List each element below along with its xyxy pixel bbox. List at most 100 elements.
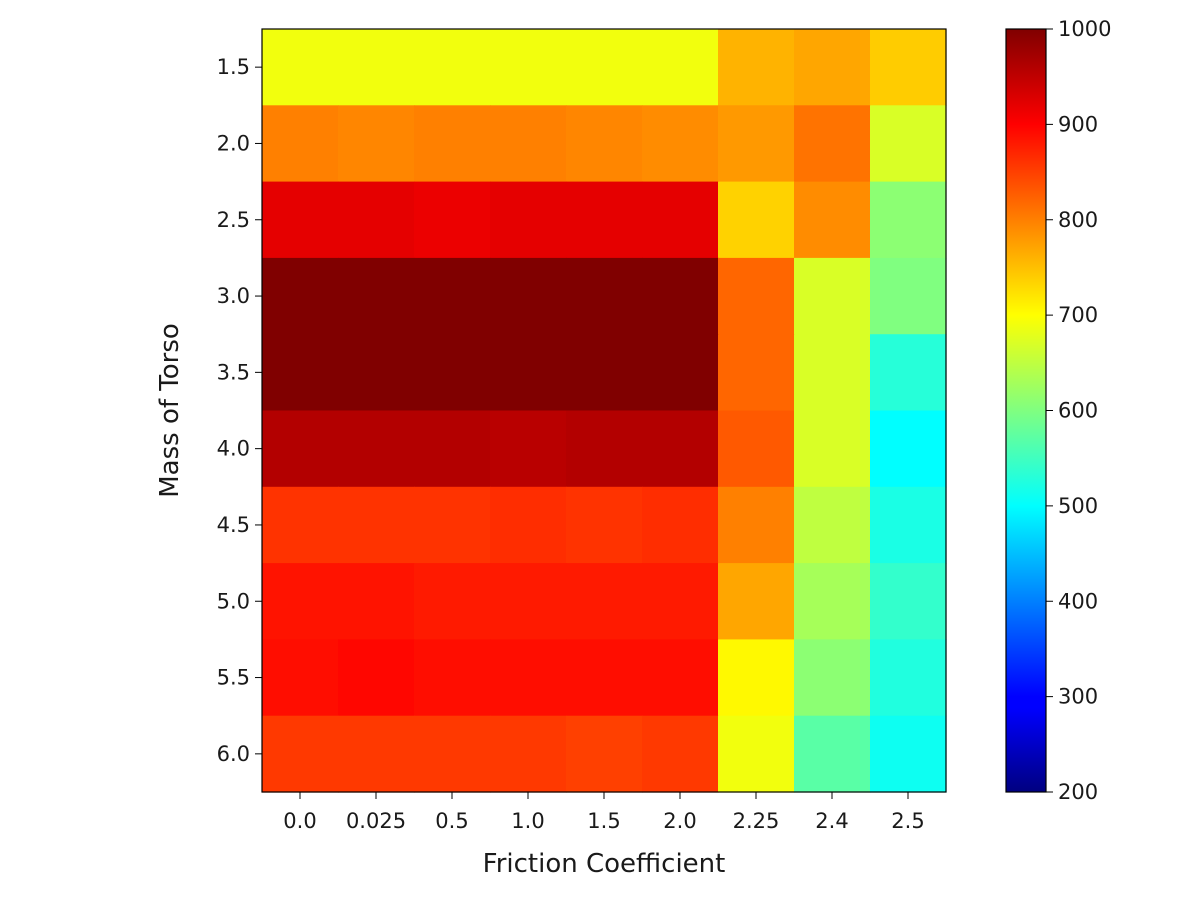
heatmap-cell <box>262 257 339 335</box>
heatmap-cell <box>566 105 643 183</box>
heatmap-cell <box>794 257 871 335</box>
colorbar-tick-label: 1000 <box>1058 17 1111 41</box>
heatmap-cell <box>414 334 491 412</box>
heatmap-cell <box>566 639 643 717</box>
x-axis-label: Friction Coefficient <box>483 849 726 879</box>
heatmap-cell <box>870 639 947 717</box>
heatmap-cell <box>566 410 643 488</box>
heatmap-cell <box>490 563 567 640</box>
heatmap-cell <box>414 105 491 183</box>
heatmap-cell <box>490 715 567 793</box>
heatmap-cell <box>718 105 795 183</box>
heatmap-cell <box>870 334 947 412</box>
heatmap-cell <box>338 105 415 183</box>
heatmap-cell <box>794 29 871 106</box>
heatmap-cell <box>414 410 491 488</box>
x-tick-label: 2.25 <box>733 809 780 833</box>
heatmap-cell <box>262 334 339 412</box>
heatmap-cell <box>870 563 947 640</box>
heatmap-cell <box>870 29 947 106</box>
heatmap-cell <box>262 639 339 717</box>
heatmap-cell <box>490 181 567 259</box>
colorbar-tick-label: 900 <box>1058 112 1098 136</box>
colorbar-tick-label: 600 <box>1058 399 1098 423</box>
colorbar-tick-label: 800 <box>1058 208 1098 232</box>
heatmap-cell <box>718 639 795 717</box>
heatmap-cell <box>794 105 871 183</box>
heatmap-cell <box>262 486 339 564</box>
heatmap-cell <box>262 29 339 106</box>
heatmap-cell <box>870 410 947 488</box>
heatmap-cell <box>262 181 339 259</box>
heatmap-cell <box>490 410 567 488</box>
heatmap-cell <box>338 334 415 412</box>
heatmap-cell <box>566 486 643 564</box>
heatmap-cell <box>642 639 719 717</box>
heatmap-cell <box>490 486 567 564</box>
heatmap-cell <box>338 410 415 488</box>
heatmap-cell <box>794 334 871 412</box>
heatmap-cell <box>414 181 491 259</box>
y-tick-label: 3.0 <box>217 284 250 308</box>
heatmap-cell <box>490 105 567 183</box>
colorbar-tick-label: 400 <box>1058 589 1098 613</box>
heatmap-cell <box>870 486 947 564</box>
heatmap-cell <box>794 486 871 564</box>
heatmap-cell <box>642 486 719 564</box>
heatmap-cell <box>718 181 795 259</box>
heatmap-cell <box>490 639 567 717</box>
heatmap-cells <box>262 29 947 793</box>
heatmap-cell <box>414 715 491 793</box>
heatmap-cell <box>414 486 491 564</box>
y-tick-label: 2.5 <box>217 208 250 232</box>
heatmap-cell <box>642 29 719 106</box>
heatmap-cell <box>338 639 415 717</box>
heatmap-cell <box>338 181 415 259</box>
heatmap-cell <box>642 715 719 793</box>
heatmap-cell <box>794 181 871 259</box>
heatmap-cell <box>794 639 871 717</box>
heatmap-cell <box>718 29 795 106</box>
x-tick-label: 1.0 <box>511 809 544 833</box>
colorbar-ticks: 200 300 400 500 600 700 800 900 1000 <box>1046 17 1111 804</box>
x-tick-label: 2.4 <box>815 809 848 833</box>
heatmap-cell <box>566 181 643 259</box>
x-tick-label: 0.5 <box>435 809 468 833</box>
y-tick-label: 2.0 <box>217 131 250 155</box>
heatmap-cell <box>262 715 339 793</box>
colorbar <box>1005 28 1047 793</box>
heatmap-cell <box>414 29 491 106</box>
heatmap-cell <box>794 410 871 488</box>
heatmap-cell <box>338 486 415 564</box>
heatmap-cell <box>414 639 491 717</box>
heatmap-cell <box>490 257 567 335</box>
heatmap-cell <box>490 29 567 106</box>
y-tick-label: 1.5 <box>217 55 250 79</box>
x-tick-label: 1.5 <box>587 809 620 833</box>
heatmap-cell <box>642 105 719 183</box>
colorbar-tick-label: 200 <box>1058 780 1098 804</box>
x-tick-label: 2.0 <box>663 809 696 833</box>
x-tick-label: 0.025 <box>346 809 406 833</box>
heatmap-cell <box>794 715 871 793</box>
y-axis-label: Mass of Torso <box>155 323 185 498</box>
heatmap-cell <box>262 563 339 640</box>
x-axis-ticks: 0.0 0.025 0.5 1.0 1.5 2.0 2.25 2.4 2.5 <box>283 792 925 833</box>
heatmap-cell <box>870 715 947 793</box>
heatmap-cell <box>718 486 795 564</box>
heatmap-cell <box>490 334 567 412</box>
colorbar-tick-label: 700 <box>1058 303 1098 327</box>
heatmap-cell <box>338 715 415 793</box>
heatmap-cell <box>566 29 643 106</box>
heatmap-cell <box>718 563 795 640</box>
heatmap-cell <box>642 334 719 412</box>
heatmap-cell <box>338 563 415 640</box>
heatmap-cell <box>642 257 719 335</box>
y-tick-label: 3.5 <box>217 360 250 384</box>
heatmap-cell <box>870 257 947 335</box>
colorbar-tick-label: 300 <box>1058 685 1098 709</box>
y-tick-label: 5.0 <box>217 589 250 613</box>
y-tick-label: 6.0 <box>217 742 250 766</box>
y-tick-label: 4.0 <box>217 437 250 461</box>
